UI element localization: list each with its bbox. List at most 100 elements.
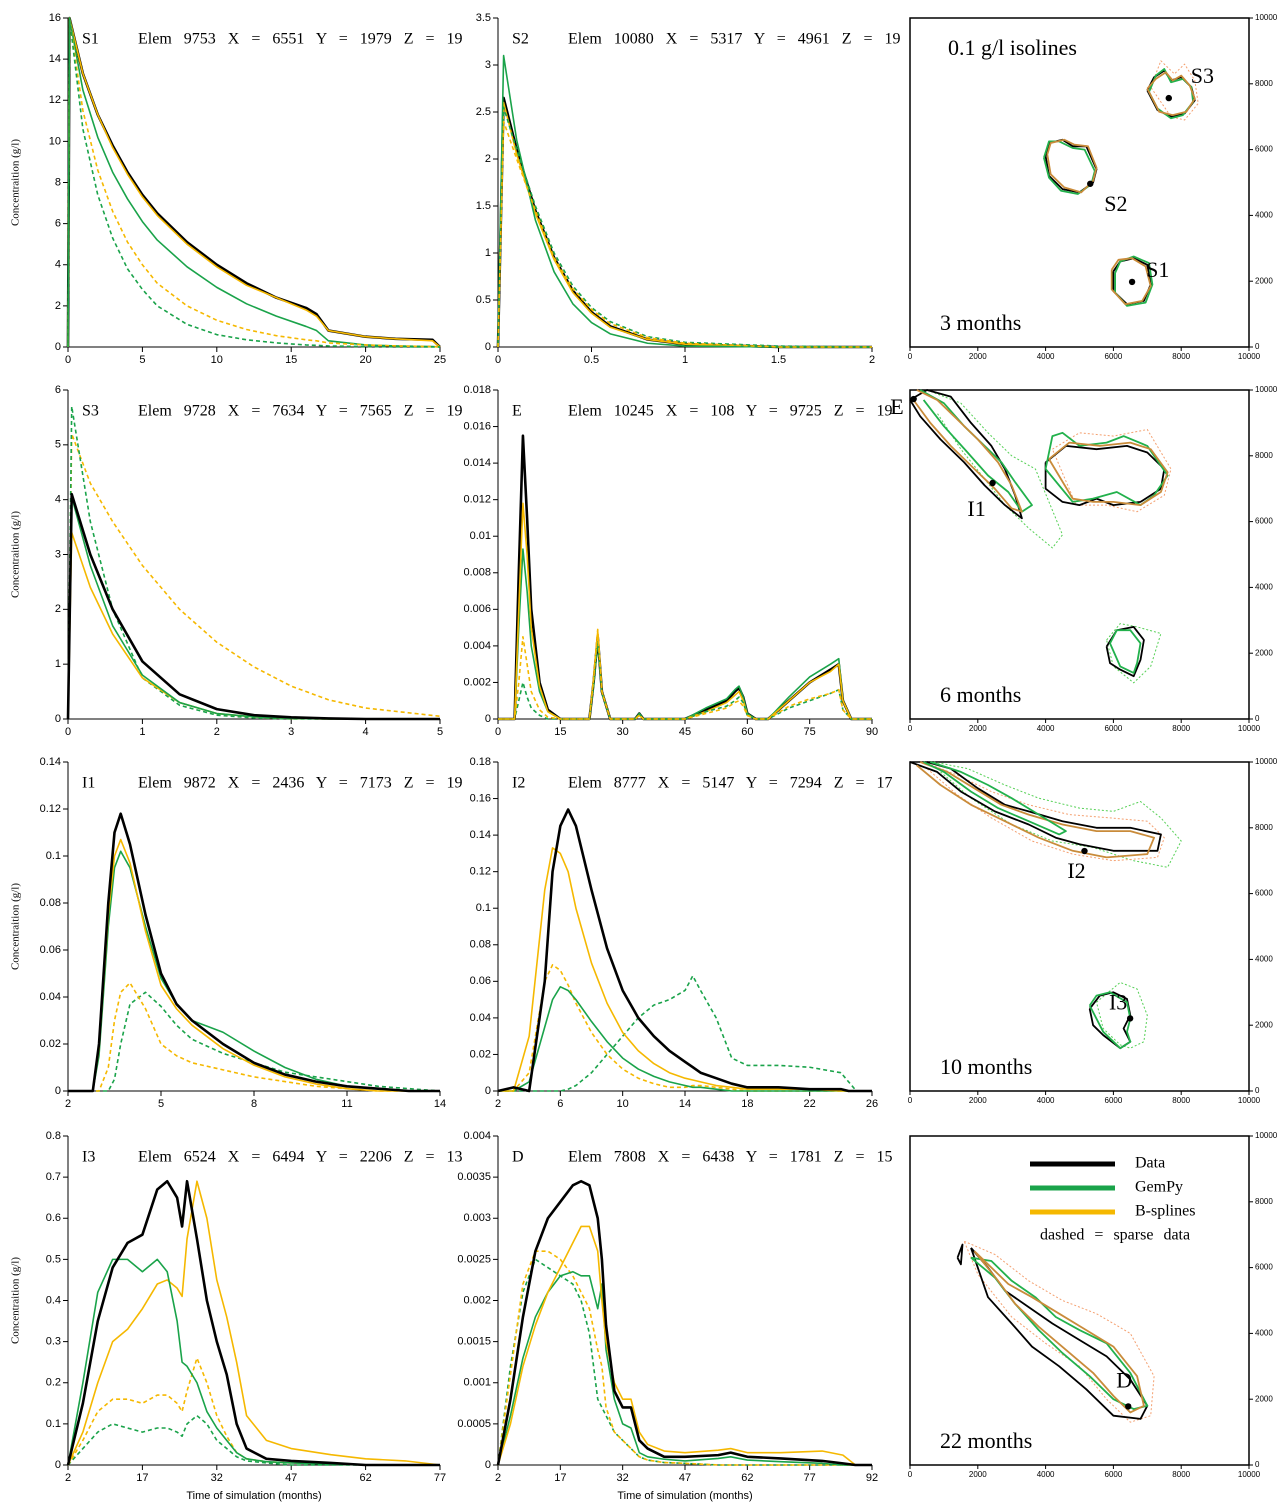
y-tick-label: 8000	[1255, 451, 1273, 460]
y-tick-label: 0.06	[470, 975, 491, 987]
series-line	[67, 17, 440, 348]
x-tick-label: 2	[869, 354, 875, 366]
x-tick-label: 25	[434, 354, 446, 366]
isoline	[1096, 981, 1148, 1049]
y-tick-label: 6000	[1255, 1263, 1273, 1272]
location-point	[910, 395, 917, 403]
isoline	[916, 761, 1155, 859]
series-line	[68, 982, 440, 1092]
y-tick-label: 6000	[1255, 517, 1273, 526]
annotation: Elem 9753 X = 6551 Y = 1979 Z = 19	[138, 31, 463, 48]
x-tick-label: 5	[437, 726, 443, 738]
isoline	[1106, 623, 1162, 684]
y-tick-label: 1	[485, 247, 491, 259]
series-line	[67, 433, 441, 720]
isoline	[909, 761, 1162, 852]
series-line	[498, 986, 872, 1092]
x-tick-label: 1	[682, 354, 688, 366]
x-tick-label: 6000	[1105, 352, 1123, 361]
x-tick-label: 15	[285, 354, 297, 366]
y-tick-label: 0	[55, 713, 61, 725]
y-tick-label: 2000	[1255, 1020, 1273, 1029]
y-tick-label: 3	[485, 59, 491, 71]
x-tick-label: 2	[65, 1472, 71, 1484]
y-tick-label: 0	[55, 1085, 61, 1097]
y-tick-label: 0.0035	[457, 1171, 491, 1183]
y-tick-label: 0.3	[46, 1336, 61, 1348]
series-line	[67, 17, 441, 348]
y-axis-label: Concentraition (g/l)	[10, 883, 22, 970]
x-tick-label: 1.5	[771, 354, 786, 366]
series-line	[68, 850, 440, 1092]
x-tick-label: 0	[908, 1096, 913, 1105]
isoline	[973, 1250, 1145, 1414]
y-tick-label: 2000	[1255, 276, 1273, 285]
series-line	[498, 628, 872, 720]
series-line	[497, 1225, 872, 1466]
isoline	[1146, 71, 1196, 116]
x-tick-label: 15	[554, 726, 566, 738]
y-tick-label: 0.12	[470, 866, 491, 878]
x-tick-label: 60	[741, 726, 753, 738]
x-tick-label: 10000	[1238, 1470, 1261, 1479]
x-tick-label: 0	[908, 352, 913, 361]
isoline	[1048, 441, 1169, 506]
series-line	[498, 548, 872, 720]
x-tick-label: 17	[554, 1472, 566, 1484]
isoline	[1105, 626, 1145, 678]
x-tick-label: 2	[65, 1098, 71, 1110]
series-line	[497, 120, 872, 348]
y-tick-label: 2	[55, 300, 61, 312]
y-tick-label: 0.5	[476, 294, 491, 306]
y-tick-label: 0.006	[463, 603, 491, 615]
series-line	[68, 838, 440, 1092]
x-tick-label: 47	[285, 1472, 297, 1484]
y-tick-label: 0.004	[463, 640, 491, 652]
y-tick-label: 8000	[1255, 823, 1273, 832]
x-tick-label: 2000	[969, 724, 987, 733]
y-tick-label: 0.1	[46, 850, 61, 862]
location-point	[1165, 94, 1172, 102]
y-tick-label: 10000	[1255, 385, 1278, 394]
map-frame	[909, 389, 1250, 720]
point-label: I1	[967, 496, 985, 521]
x-tick-label: 8000	[1172, 1096, 1190, 1105]
y-axis-label: Concentraition (g/l)	[10, 1257, 22, 1344]
series-line	[498, 964, 872, 1092]
y-tick-label: 10000	[1255, 757, 1278, 766]
y-tick-label: 14	[49, 53, 61, 65]
x-tick-label: 22	[804, 1098, 816, 1110]
y-tick-label: 0	[55, 1459, 61, 1471]
isoline	[926, 389, 1063, 549]
annotation: Elem 8777 X = 5147 Y = 7294 Z = 17	[568, 775, 893, 792]
series-line	[496, 1179, 872, 1467]
y-tick-label: 10000	[1255, 13, 1278, 22]
x-tick-label: 0	[65, 354, 71, 366]
x-axis-label: Time of simulation (months)	[186, 1490, 321, 1502]
x-tick-label: 10000	[1238, 352, 1261, 361]
point-label: E	[890, 394, 903, 419]
y-tick-label: 6	[55, 218, 61, 230]
y-tick-label: 0	[485, 341, 491, 353]
y-tick-label: 0	[485, 1459, 491, 1471]
series-line	[498, 975, 872, 1092]
x-tick-label: 32	[211, 1472, 223, 1484]
x-tick-label: 2	[495, 1098, 501, 1110]
y-tick-label: 0.14	[40, 756, 61, 768]
y-tick-label: 2.5	[476, 106, 491, 118]
series-line	[67, 531, 440, 720]
time-label: 10 months	[940, 1054, 1032, 1079]
y-tick-label: 0	[1255, 714, 1260, 723]
y-tick-label: 1.5	[476, 200, 491, 212]
y-tick-label: 0.1	[46, 1418, 61, 1430]
y-tick-label: 4	[55, 494, 61, 506]
series-line	[67, 496, 440, 720]
x-tick-label: 8000	[1172, 1470, 1190, 1479]
series-line	[66, 492, 440, 721]
y-tick-label: 0.012	[463, 494, 491, 506]
x-tick-label: 8000	[1172, 352, 1190, 361]
time-label: 6 months	[940, 682, 1021, 707]
series-line	[497, 1250, 872, 1466]
series-line	[498, 847, 872, 1092]
y-tick-label: 0.004	[463, 1130, 491, 1142]
